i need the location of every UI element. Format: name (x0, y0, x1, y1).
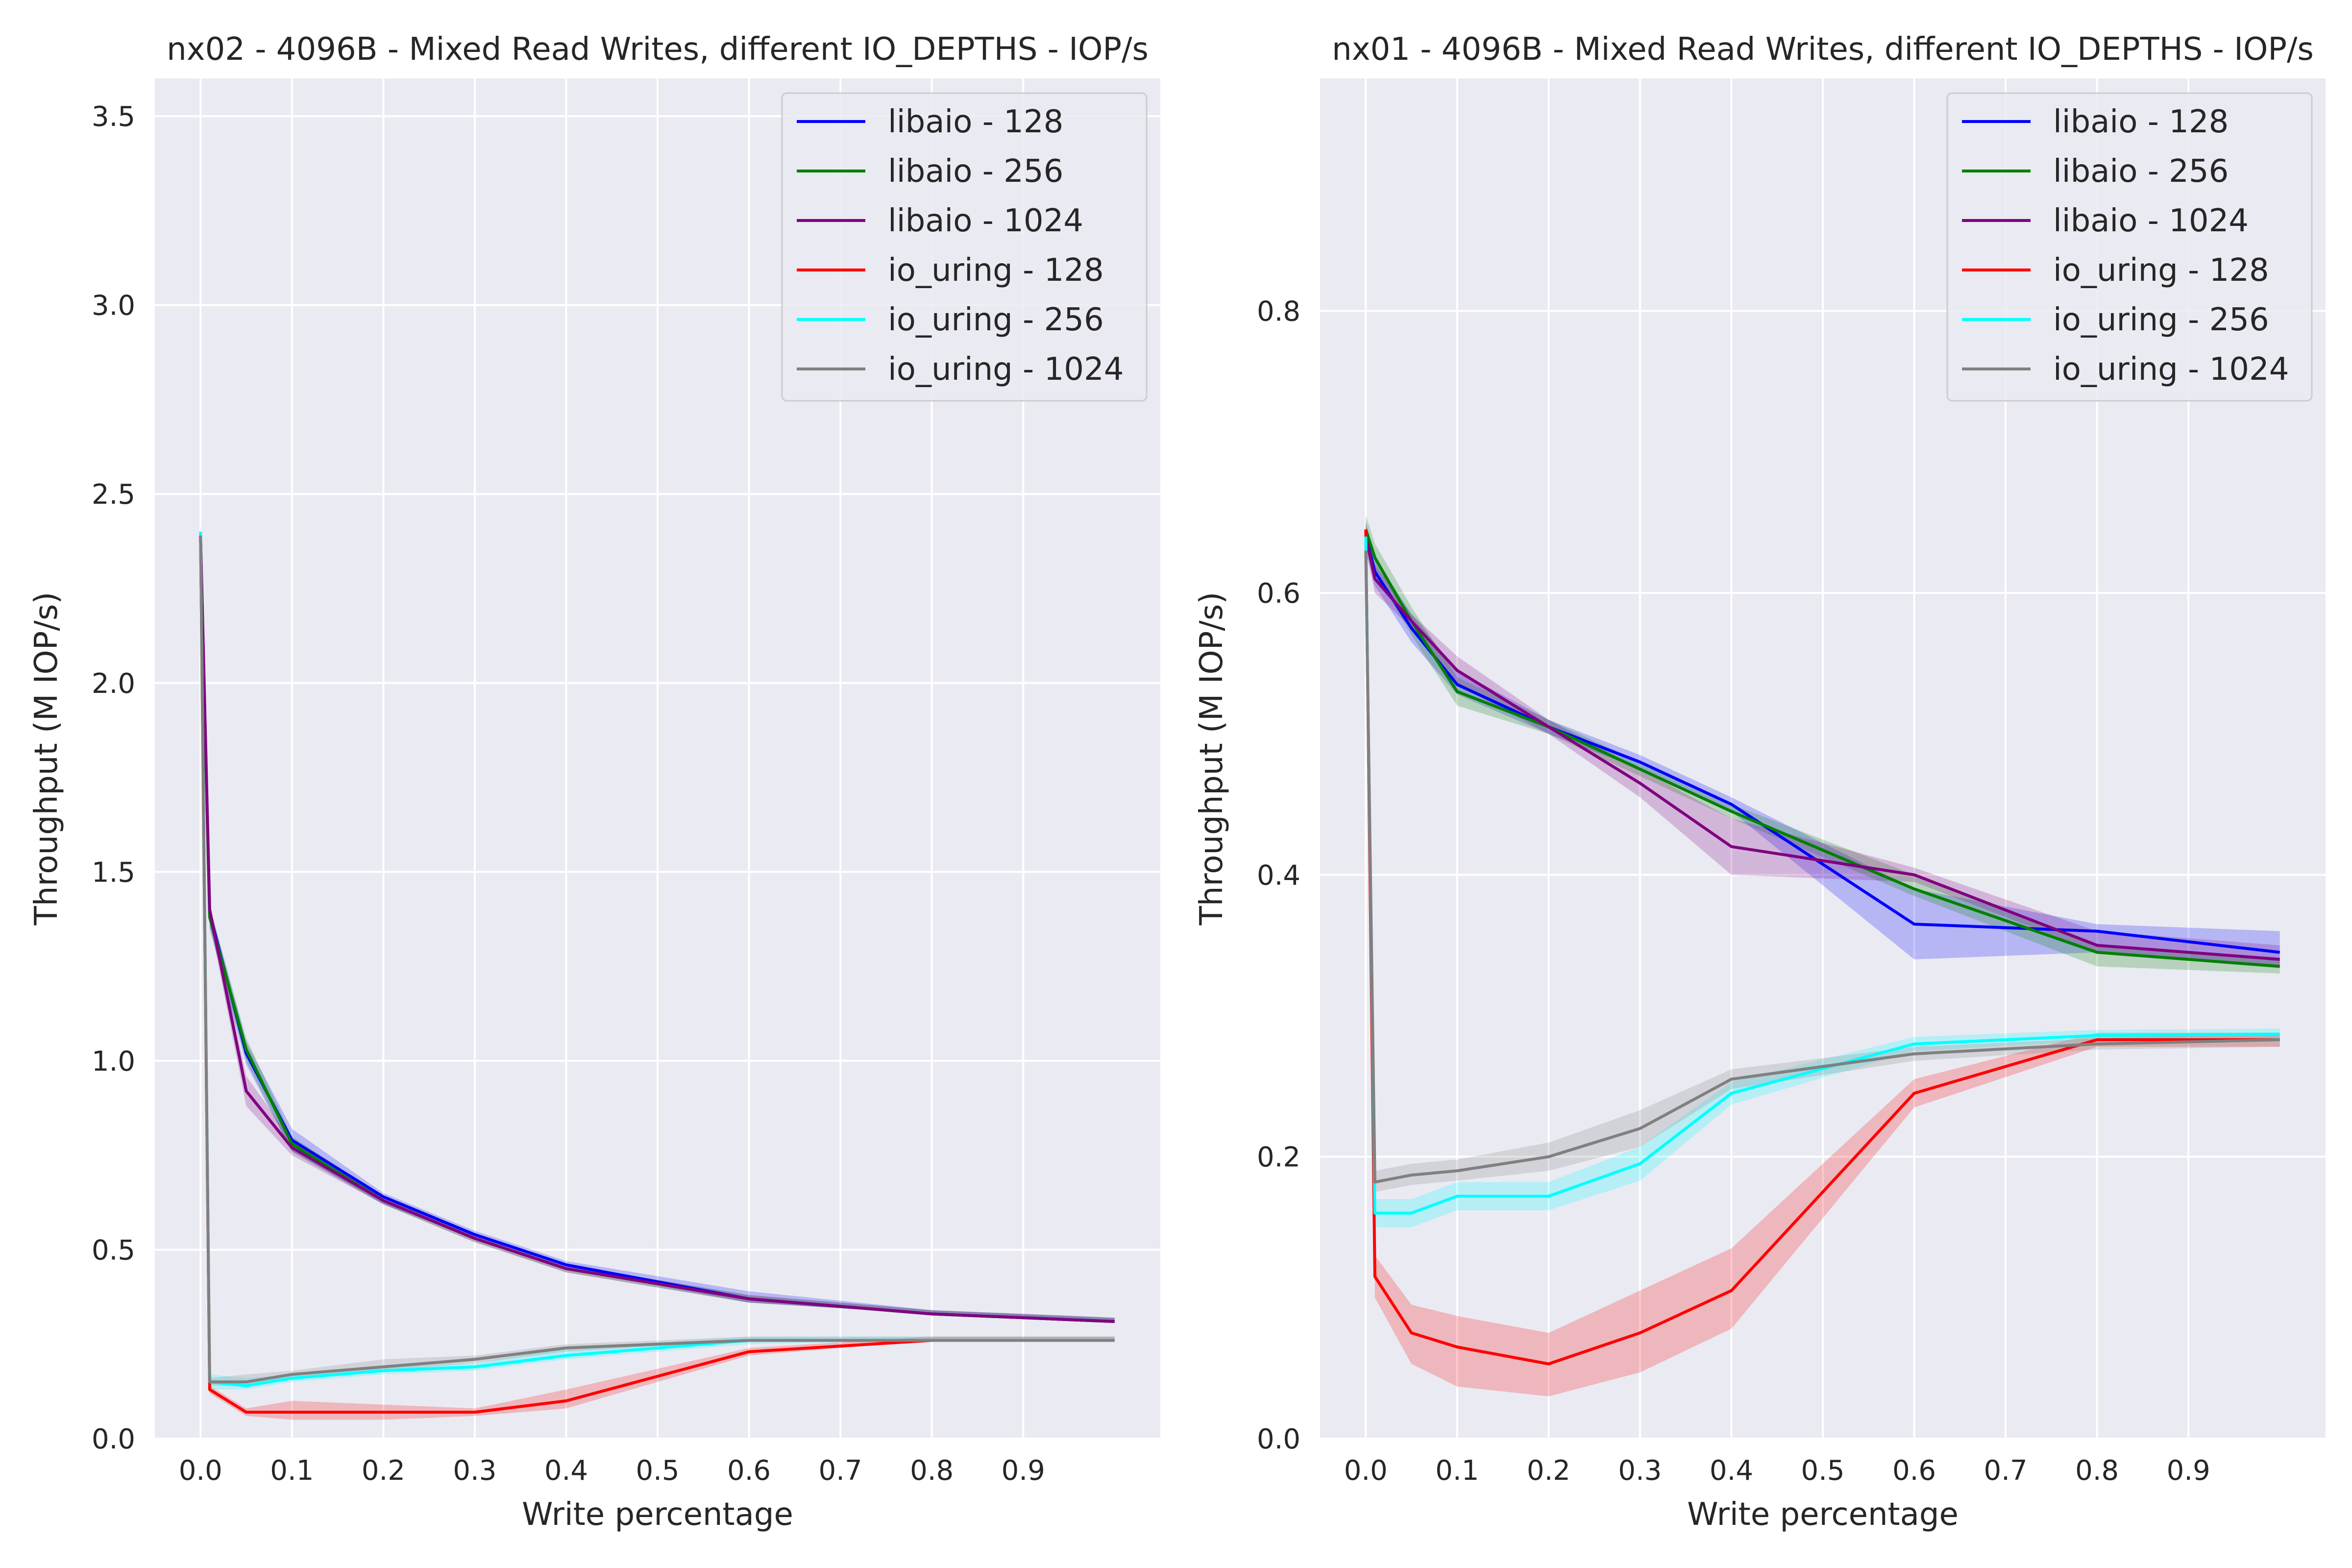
legend-entry: libaio - 128 (2053, 104, 2229, 140)
left-x-axis-label: Write percentage (522, 1496, 793, 1533)
x-tick-label: 0.9 (2167, 1455, 2210, 1487)
y-tick-label: 3.0 (92, 290, 135, 322)
legend-entry: io_uring - 256 (2053, 302, 2269, 338)
x-tick-label: 0.5 (636, 1455, 679, 1487)
x-tick-label: 0.9 (1002, 1455, 1045, 1487)
x-tick-label: 0.2 (362, 1455, 405, 1487)
y-tick-label: 0.4 (1257, 859, 1300, 891)
legend-entry: libaio - 128 (888, 104, 1063, 140)
x-tick-label: 0.7 (819, 1455, 862, 1487)
x-tick-label: 0.0 (1344, 1455, 1388, 1487)
y-tick-label: 0.5 (92, 1234, 135, 1266)
series-band-2 (1366, 522, 2280, 967)
x-tick-label: 0.5 (1801, 1455, 1844, 1487)
legend-entry: io_uring - 128 (888, 252, 1104, 289)
right-chart-panel: 0.0 0.1 0.2 0.3 0.4 0.5 0.6 0.7 0.8 0.9 0.0 0.2 0.4 0… (1194, 31, 2326, 1533)
x-tick-label: 0.8 (2075, 1455, 2119, 1487)
x-tick-label: 0.1 (1435, 1455, 1479, 1487)
series-line-3 (199, 535, 1115, 1414)
x-tick-label: 0.7 (1984, 1455, 2028, 1487)
x-tick-label: 0.4 (1710, 1455, 1753, 1487)
x-tick-label: 0.6 (1892, 1455, 1936, 1487)
right-x-axis-label: Write percentage (1687, 1496, 1959, 1533)
y-tick-label: 1.5 (92, 857, 135, 888)
right-chart-title: nx01 - 4096B - Mixed Read Writes, differ… (1332, 31, 2314, 68)
series-line-4 (1364, 536, 2280, 1215)
legend-entry: io_uring - 128 (2053, 252, 2269, 289)
x-tick-label: 0.8 (910, 1455, 954, 1487)
legend-entry: libaio - 256 (2053, 153, 2229, 190)
right-legend: libaio - 128 libaio - 256 libaio - 1024 io_… (1946, 92, 2313, 402)
series-line-2 (199, 535, 1115, 1323)
x-tick-label: 0.3 (453, 1455, 496, 1487)
x-tick-label: 0.6 (727, 1455, 771, 1487)
legend-entry: io_uring - 256 (888, 302, 1104, 338)
x-tick-label: 0.1 (270, 1455, 314, 1487)
series-band-5 (1366, 536, 2280, 1192)
x-tick-label: 0.0 (179, 1455, 222, 1487)
x-tick-label: 0.3 (1618, 1455, 1662, 1487)
left-legend: libaio - 128 libaio - 256 libaio - 1024 io_… (781, 92, 1148, 402)
y-tick-label: 1.0 (92, 1046, 135, 1078)
series-line-1 (1364, 529, 2280, 968)
legend-entry: libaio - 256 (888, 153, 1063, 190)
y-tick-label: 2.0 (92, 668, 135, 700)
y-tick-label: 0.8 (1257, 296, 1300, 328)
series-line-5 (1364, 550, 2280, 1184)
legend-entry: io_uring - 1024 (888, 351, 1124, 388)
left-chart-panel: 0.0 0.1 0.2 0.3 0.4 0.5 0.6 0.7 0.8 0.9 0.0 0.5 1.0 1… (28, 31, 1160, 1533)
series-line-3 (1364, 529, 2280, 1366)
y-tick-label: 3.5 (92, 101, 135, 133)
legend-entry: libaio - 1024 (2053, 203, 2249, 239)
y-tick-label: 0.0 (1257, 1423, 1300, 1455)
legend-box (1946, 92, 2313, 402)
x-tick-label: 0.4 (544, 1455, 588, 1487)
left-chart-title: nx02 - 4096B - Mixed Read Writes, differ… (167, 31, 1149, 68)
y-tick-label: 0.0 (92, 1423, 135, 1455)
series-line-2 (1364, 536, 2280, 961)
left-y-axis-label: Throughput (M IOP/s) (28, 592, 65, 926)
y-tick-label: 0.2 (1257, 1142, 1300, 1174)
y-tick-label: 0.6 (1257, 578, 1300, 610)
right-y-axis-label: Throughput (M IOP/s) (1194, 592, 1230, 926)
series-line-5 (199, 535, 1115, 1384)
legend-box (781, 92, 1148, 402)
x-tick-label: 0.2 (1527, 1455, 1570, 1487)
series-band-0 (1366, 522, 2280, 967)
legend-entry: libaio - 1024 (888, 203, 1083, 239)
legend-entry: io_uring - 1024 (2053, 351, 2289, 388)
y-tick-label: 2.5 (92, 479, 135, 511)
